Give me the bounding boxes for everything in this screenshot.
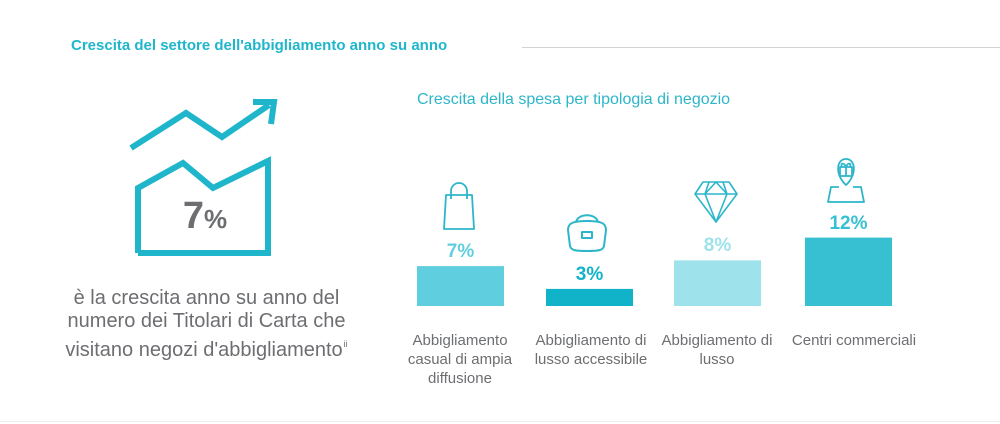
diamond-icon	[694, 181, 738, 223]
category-label-shopping-centers: Centri commerciali	[791, 332, 917, 349]
title-divider	[522, 47, 1000, 48]
bar-casual	[417, 266, 504, 306]
value-label-shopping-centers: 12%	[829, 212, 868, 234]
category-label-casual: Abbigliamento casual di ampia diffusione	[407, 332, 513, 387]
bottom-divider	[0, 421, 1000, 422]
hero-number: 7	[182, 195, 204, 237]
chart-subtitle: Crescita della spesa per tipologia di ne…	[417, 91, 731, 108]
footnote-marker: ii	[343, 339, 348, 349]
bar-luxury	[674, 260, 761, 306]
value-label-casual: 7%	[446, 241, 475, 263]
growth-chart-house-icon	[129, 99, 278, 256]
value-label-luxury: 8%	[703, 235, 732, 257]
hero-description: è la crescita anno su anno del numero de…	[40, 287, 373, 362]
handbag-icon	[567, 214, 607, 252]
shopping-bag-icon	[443, 182, 475, 230]
category-label-accessible-luxury: Abbigliamento di lusso accessibile	[534, 332, 648, 368]
bar-accessible-luxury	[546, 288, 633, 306]
category-label-luxury: Abbigliamento di lusso	[661, 332, 773, 368]
hero-percentage: 7%	[150, 195, 260, 238]
value-label-accessible-luxury: 3%	[575, 263, 604, 285]
map-pin-gift-icon	[827, 158, 865, 203]
hero-percent-sign: %	[204, 204, 228, 234]
section-title: Crescita del settore dell'abbigliamento …	[71, 37, 448, 54]
hero-description-text: è la crescita anno su anno del numero de…	[65, 287, 346, 361]
bar-shopping-centers	[805, 237, 892, 306]
